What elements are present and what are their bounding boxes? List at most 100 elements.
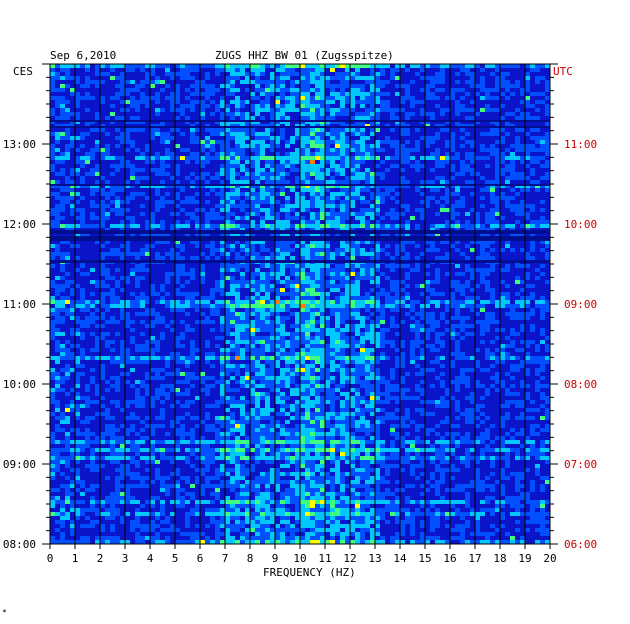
spectrogram-cell	[425, 248, 430, 252]
spectrogram-cell	[125, 80, 130, 84]
spectrogram-cell	[375, 332, 380, 336]
spectrogram-cell	[225, 204, 230, 208]
spectrogram-cell	[90, 368, 95, 372]
spectrogram-cell	[280, 64, 285, 68]
spectrogram-cell	[295, 276, 300, 280]
spectrogram-cell	[310, 204, 315, 208]
spectrogram-cell	[460, 316, 465, 320]
spectrogram-cell	[345, 208, 350, 212]
spectrogram-cell	[215, 336, 220, 340]
spectrogram-cell	[345, 92, 350, 96]
spectrogram-cell	[230, 148, 235, 152]
spectrogram-cell	[225, 156, 230, 160]
spectrogram-cell	[290, 360, 295, 364]
spectrogram-cell	[320, 340, 325, 344]
spectrogram-cell	[460, 336, 465, 340]
spectrogram-cell	[375, 320, 380, 324]
spectrogram-cell	[225, 348, 230, 352]
spectrogram-cell	[180, 336, 185, 340]
spectrogram-cell	[300, 252, 305, 256]
spectrogram-cell	[430, 240, 435, 244]
spectrogram-cell	[380, 216, 385, 220]
spectrogram-cell	[410, 328, 415, 332]
spectrogram-cell	[55, 288, 60, 292]
spectrogram-cell	[335, 304, 340, 308]
spectrogram-cell	[65, 252, 70, 256]
spectrogram-cell	[310, 372, 315, 376]
spectrogram-cell	[90, 152, 95, 156]
spectrogram-cell	[335, 288, 340, 292]
spectrogram-cell	[545, 152, 550, 156]
spectrogram-cell	[430, 180, 435, 184]
spectrogram-cell	[315, 416, 320, 420]
spectrogram-cell	[80, 176, 85, 180]
spectrogram-cell	[75, 320, 80, 324]
spectrogram-cell	[145, 388, 150, 392]
spectrogram-cell	[470, 224, 475, 228]
spectrogram-cell	[225, 292, 230, 296]
spectrogram-cell	[55, 308, 60, 312]
spectrogram-cell	[450, 284, 455, 288]
spectrogram-cell	[320, 372, 325, 376]
spectrogram-cell	[355, 364, 360, 368]
spectrogram-cell	[315, 332, 320, 336]
spectrogram-cell	[60, 344, 65, 348]
spectrogram-cell	[195, 224, 200, 228]
spectrogram-cell	[150, 396, 155, 400]
spectrogram-cell	[510, 84, 515, 88]
spectrogram-cell	[215, 72, 220, 76]
spectrogram-cell	[520, 312, 525, 316]
spectrogram-cell	[60, 132, 65, 136]
spectrogram-cell	[500, 404, 505, 408]
spectrogram-cell	[515, 332, 520, 336]
spectrogram-cell	[75, 364, 80, 368]
spectrogram-cell	[400, 204, 405, 208]
spectrogram-cell	[500, 280, 505, 284]
spectrogram-cell	[545, 80, 550, 84]
spectrogram-cell	[120, 132, 125, 136]
spectrogram-cell	[130, 80, 135, 84]
spectrogram-cell	[525, 224, 530, 228]
spectrogram-cell	[65, 308, 70, 312]
spectrogram-cell	[365, 252, 370, 256]
spectrogram-cell	[125, 280, 130, 284]
spectrogram-cell	[385, 100, 390, 104]
spectrogram-cell	[265, 264, 270, 268]
spectrogram-cell	[70, 388, 75, 392]
spectrogram-cell	[255, 308, 260, 312]
spectrogram-cell	[50, 264, 55, 268]
spectrogram-cell	[260, 72, 265, 76]
spectrogram-cell	[365, 300, 370, 304]
spectrogram-cell	[385, 192, 390, 196]
spectrogram-cell	[520, 360, 525, 364]
spectrogram-cell	[50, 180, 55, 184]
spectrogram-cell	[510, 312, 515, 316]
spectrogram-cell	[400, 148, 405, 152]
spectrogram-cell	[145, 96, 150, 100]
spectrogram-cell	[60, 84, 65, 88]
spectrogram-cell	[340, 240, 345, 244]
spectrogram-cell	[470, 240, 475, 244]
spectrogram-cell	[345, 204, 350, 208]
spectrogram-cell	[265, 380, 270, 384]
spectrogram-cell	[245, 320, 250, 324]
spectrogram-cell	[435, 148, 440, 152]
spectrogram-cell	[70, 92, 75, 96]
spectrogram-cell	[65, 200, 70, 204]
spectrogram-cell	[355, 224, 360, 228]
spectrogram-cell	[95, 204, 100, 208]
spectrogram-cell	[65, 76, 70, 80]
spectrogram-cell	[535, 136, 540, 140]
spectrogram-cell	[345, 84, 350, 88]
spectrogram-cell	[450, 316, 455, 320]
spectrogram-cell	[225, 396, 230, 400]
spectrogram-cell	[485, 312, 490, 316]
spectrogram-cell	[425, 92, 430, 96]
spectrogram-cell	[470, 172, 475, 176]
spectrogram-cell	[435, 292, 440, 296]
spectrogram-cell	[255, 352, 260, 356]
spectrogram-cell	[260, 300, 265, 304]
spectrogram-cell	[445, 328, 450, 332]
spectrogram-cell	[325, 240, 330, 244]
spectrogram-cell	[225, 244, 230, 248]
